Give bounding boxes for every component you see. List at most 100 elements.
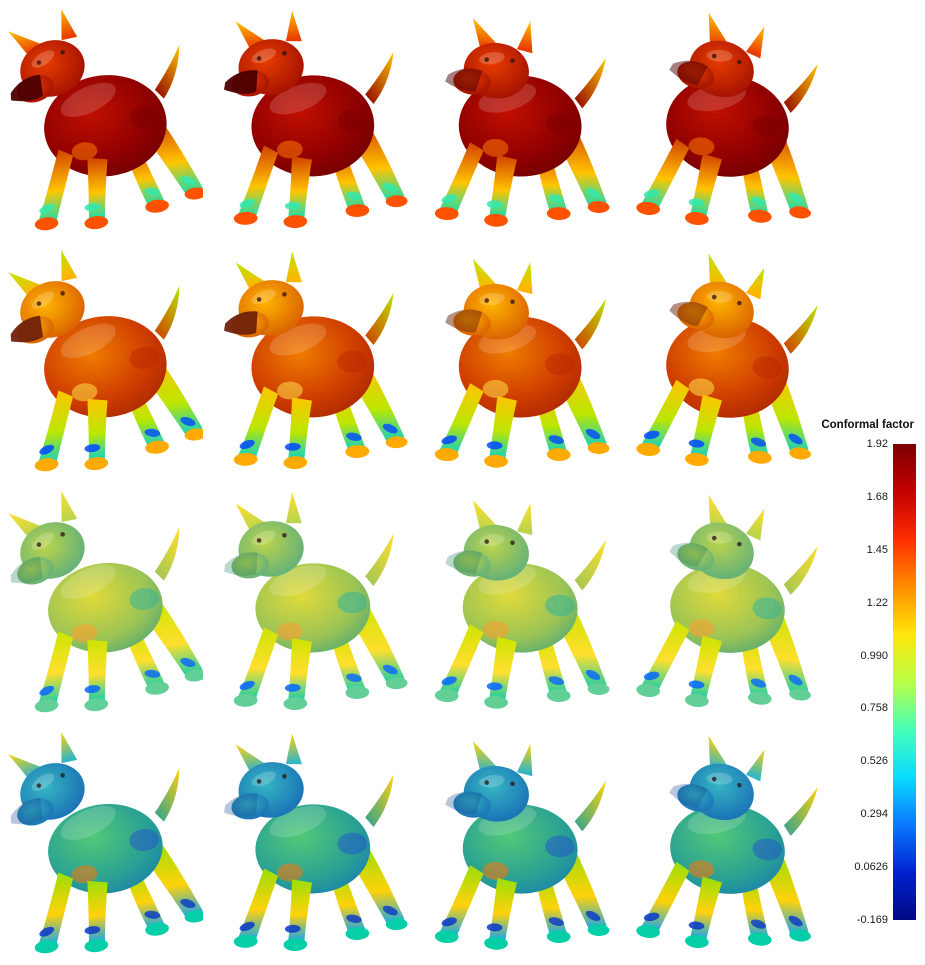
mesh-pose-group xyxy=(7,732,203,954)
mesh-shoulder-patch xyxy=(688,619,714,638)
mesh-foot xyxy=(233,452,258,466)
mesh-ankle-band xyxy=(788,674,803,686)
mesh-head xyxy=(444,741,532,822)
mesh-tail xyxy=(574,57,606,109)
mesh-head-highlight xyxy=(706,531,732,544)
mesh-pose-group xyxy=(223,492,408,711)
mesh-tail xyxy=(364,292,393,345)
mesh-ankle-band xyxy=(548,435,564,444)
mesh-ear xyxy=(285,251,302,283)
colorbar-tick-label: 1.68 xyxy=(866,490,888,503)
mesh-ear xyxy=(708,12,726,46)
mesh-foot xyxy=(83,456,108,471)
mesh-ear xyxy=(472,500,496,533)
mesh-eye xyxy=(509,540,515,546)
mesh-ankle-band xyxy=(239,680,255,691)
mesh-ankle-band xyxy=(548,193,564,203)
mesh-eye xyxy=(711,535,717,541)
mesh-head xyxy=(668,735,764,821)
mesh-grid xyxy=(0,8,828,965)
mesh-ankle-band xyxy=(38,444,54,455)
mesh-foot xyxy=(344,686,369,700)
mesh-ankle-band xyxy=(382,664,398,675)
colorbar-tick-label: -0.169 xyxy=(856,913,888,926)
mesh-eye xyxy=(36,783,41,789)
mesh-mouth xyxy=(444,68,482,92)
mesh-hip-patch xyxy=(128,829,159,852)
mesh-ear xyxy=(516,261,532,295)
mesh-ear xyxy=(60,490,77,523)
mesh-foot xyxy=(747,209,772,223)
mesh-shoulder-patch xyxy=(482,379,508,398)
mesh-foot xyxy=(635,684,660,698)
mesh-foot xyxy=(83,215,108,229)
mesh-foot xyxy=(684,452,709,466)
mesh-foot xyxy=(344,203,369,217)
colorbar-tick-label: 1.45 xyxy=(866,543,888,556)
mesh-muzzle xyxy=(230,793,269,820)
mesh-head-highlight xyxy=(706,49,732,62)
mesh-mouth xyxy=(10,798,43,825)
mesh-hip-patch xyxy=(336,833,367,855)
mesh-pose-group xyxy=(635,253,818,466)
mesh-hip-patch xyxy=(336,591,367,614)
mesh-foot xyxy=(34,940,58,954)
mesh-ear xyxy=(708,253,726,288)
mesh-body-highlight xyxy=(60,564,116,600)
mesh-ankle-band xyxy=(585,187,600,198)
mesh-tail xyxy=(783,63,818,113)
mesh-foot xyxy=(34,216,58,230)
mesh-body-highlight xyxy=(269,806,326,838)
mesh-ankle-band xyxy=(179,175,195,185)
mesh-row4-col1 xyxy=(0,724,207,965)
mesh-foot xyxy=(546,930,571,944)
colorbar-tick-label: 1.92 xyxy=(866,438,888,450)
mesh-body-highlight xyxy=(269,564,326,597)
mesh-head-highlight xyxy=(706,773,732,786)
mesh-head-highlight xyxy=(706,290,732,303)
mesh-foot xyxy=(635,442,660,456)
mesh-ankle-band xyxy=(284,442,301,451)
colorbar-gradient-bar xyxy=(893,444,916,920)
mesh-ankle-band xyxy=(486,441,503,450)
mesh-ear xyxy=(708,735,726,770)
mesh-ear xyxy=(285,733,302,765)
mesh-front-leg xyxy=(238,145,278,220)
mesh-ankle-band xyxy=(239,198,255,208)
mesh-eye xyxy=(36,542,41,547)
mesh-ankle-band xyxy=(585,911,600,922)
colorbar-tick-label: 0.758 xyxy=(860,702,888,715)
mesh-head xyxy=(444,258,532,340)
mesh-eye xyxy=(36,59,41,65)
mesh-mouth xyxy=(444,550,482,574)
mesh-muzzle xyxy=(676,543,714,571)
mesh-head xyxy=(7,8,85,103)
mesh-foot xyxy=(483,213,508,227)
mesh-mouth xyxy=(223,552,258,576)
mesh-head xyxy=(444,500,532,581)
mesh-ear xyxy=(285,10,302,41)
mesh-head xyxy=(7,249,85,344)
mesh-foot xyxy=(282,456,307,469)
mesh-eye xyxy=(711,777,717,782)
mesh-ankle-band xyxy=(441,676,457,686)
mesh-ankle-band xyxy=(179,416,195,426)
mesh-ankle-band xyxy=(750,678,766,688)
mesh-ear xyxy=(472,741,496,775)
mesh-mouth xyxy=(668,542,708,568)
mesh-ear xyxy=(745,267,764,300)
mesh-shoulder-patch xyxy=(688,137,714,155)
mesh-front-leg xyxy=(238,386,278,461)
mesh-ear xyxy=(708,494,726,529)
mesh-row4-col4 xyxy=(621,724,828,965)
mesh-eye xyxy=(736,783,742,788)
mesh-foot xyxy=(483,454,508,468)
mesh-ankle-band xyxy=(788,192,803,204)
mesh-eye xyxy=(509,299,515,304)
mesh-head xyxy=(7,490,85,585)
mesh-ankle-band xyxy=(643,671,659,681)
mesh-foot xyxy=(546,206,571,220)
mesh-shoulder-patch xyxy=(276,140,303,159)
mesh-pose-group xyxy=(434,258,609,468)
colorbar-tick-label: 0.0626 xyxy=(854,861,888,873)
